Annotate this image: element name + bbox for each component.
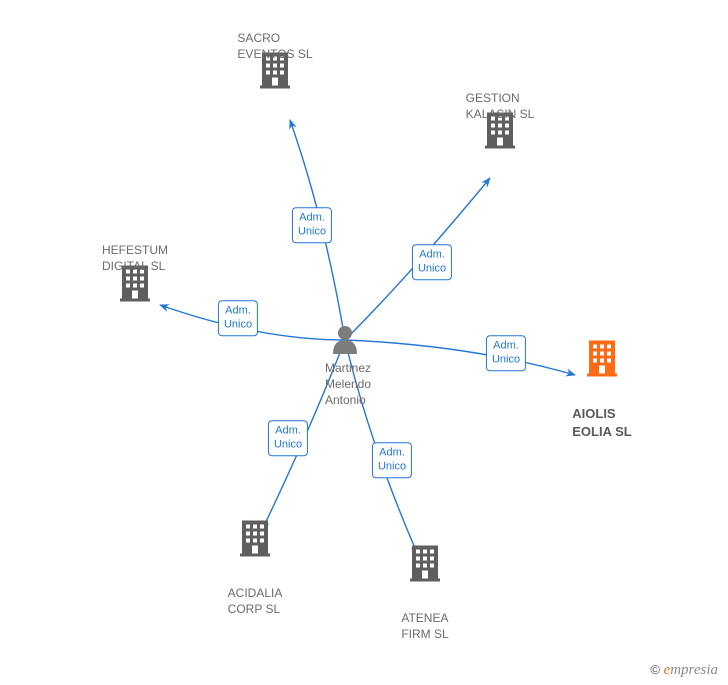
copyright-symbol: © — [650, 662, 660, 677]
edge-label-gestion: Adm. Unico — [412, 244, 452, 280]
edge-label-aiolis: Adm. Unico — [486, 335, 526, 371]
building-icon — [238, 519, 272, 562]
company-label: HEFESTUM DIGITAL SL — [102, 242, 168, 274]
company-label: AIOLIS EOLIA SL — [572, 405, 631, 440]
company-label: SACRO EVENTOS SL — [237, 30, 312, 62]
edge-label-sacro: Adm. Unico — [292, 207, 332, 243]
edge-aiolis — [345, 340, 575, 375]
edge-label-hefestum: Adm. Unico — [218, 300, 258, 336]
footer-branding: © empresia — [650, 662, 718, 679]
company-label: GESTION KALASIN SL — [466, 90, 535, 122]
company-label: ATENEA FIRM SL — [401, 610, 448, 642]
building-icon — [408, 544, 442, 587]
center-node-label: Martinez Melendo Antonio — [325, 360, 371, 409]
brand-rest: mpresia — [670, 662, 718, 678]
edge-label-acidalia: Adm. Unico — [268, 420, 308, 456]
company-label: ACIDALIA CORP SL — [228, 585, 283, 617]
edge-label-atenea: Adm. Unico — [372, 442, 412, 478]
building-icon — [585, 339, 619, 382]
